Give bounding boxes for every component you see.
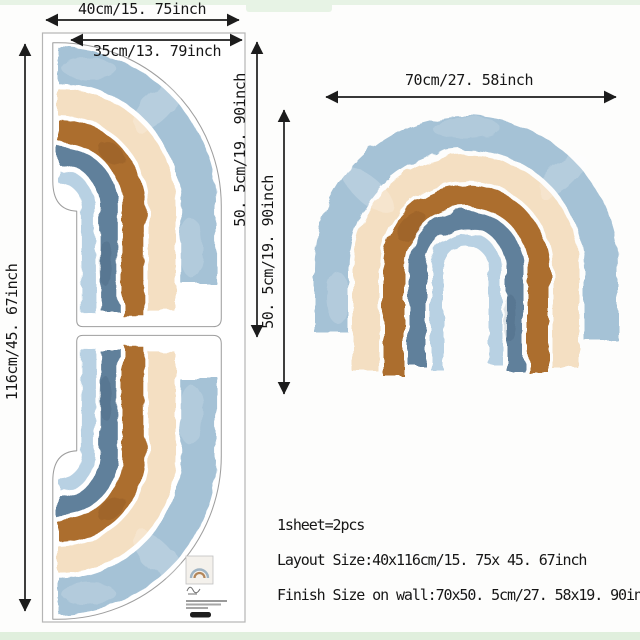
label-photo-rainbow-arc-inner [193, 571, 206, 579]
label-logo [186, 586, 201, 595]
summary-line-layout-size: Layout Size:40x116cm/15. 75x 45. 67inch [277, 551, 587, 569]
green-strip-accent [246, 0, 332, 12]
label-photo [185, 555, 214, 585]
label-fineprint [186, 600, 227, 609]
green-strip-bottom [0, 632, 640, 640]
summary-line-pieces: 1sheet=2pcs [277, 516, 365, 534]
product-label [185, 555, 227, 618]
label-finish-width: 70cm/27. 58inch [405, 71, 533, 89]
summary-block: 1sheet=2pcs Layout Size:40x116cm/15. 75x… [277, 508, 640, 613]
label-piece-height: 50. 5cm/19. 90inch [231, 73, 249, 227]
label-sheet-height: 116cm/45. 67inch [3, 263, 21, 401]
label-photo-rainbow-arc-outer [189, 568, 210, 579]
label-finish-height: 50. 5cm/19. 90inch [259, 175, 277, 329]
label-sheet-width: 40cm/15. 75inch [78, 0, 206, 18]
label-barcode-pill [190, 612, 211, 618]
label-piece-width: 35cm/13. 79inch [93, 42, 221, 60]
summary-line-finish-size: Finish Size on wall:70x50. 5cm/27. 58x19… [277, 586, 640, 604]
rainbow-assembled [327, 117, 601, 376]
